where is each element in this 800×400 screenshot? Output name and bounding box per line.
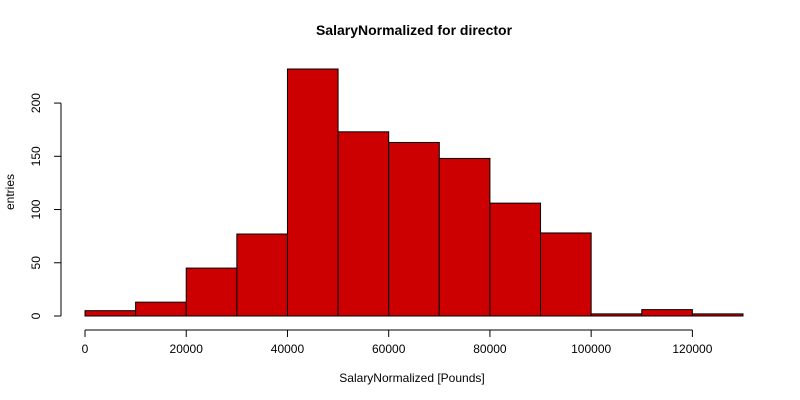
x-axis: 0 20000 40000 60000 80000 100000 120000	[82, 329, 713, 356]
x-tick-label: 100000	[571, 342, 611, 356]
x-tick-label: 120000	[672, 342, 712, 356]
histogram-bar	[540, 232, 592, 317]
y-tick-label: 50	[29, 256, 43, 270]
histogram-bar	[337, 131, 390, 317]
chart-title: SalaryNormalized for director	[316, 22, 513, 38]
x-axis-label: SalaryNormalized [Pounds]	[339, 371, 484, 385]
histogram-bar	[135, 301, 187, 317]
y-tick-label: 200	[29, 93, 43, 113]
y-axis-label: entries	[3, 174, 17, 210]
histogram-bar	[286, 68, 339, 317]
histogram-bar	[590, 313, 643, 317]
histogram-bar	[489, 202, 542, 317]
y-axis: 0 50 100 150 200	[29, 93, 62, 319]
x-tick-label: 20000	[170, 342, 204, 356]
histogram-bar	[388, 141, 440, 317]
y-tick-label: 100	[29, 199, 43, 219]
histogram-bar	[236, 233, 288, 317]
histogram-bar	[641, 309, 693, 317]
y-tick-label: 0	[29, 312, 43, 319]
x-tick-label: 0	[82, 342, 89, 356]
histogram-bar	[691, 313, 744, 317]
bars-group	[84, 68, 744, 317]
y-tick-label: 150	[29, 146, 43, 166]
x-tick-label: 80000	[473, 342, 507, 356]
histogram-bar	[438, 157, 491, 317]
x-tick-label: 40000	[271, 342, 305, 356]
histogram-bar	[185, 267, 238, 317]
histogram-bar	[84, 310, 137, 317]
x-tick-label: 60000	[372, 342, 406, 356]
